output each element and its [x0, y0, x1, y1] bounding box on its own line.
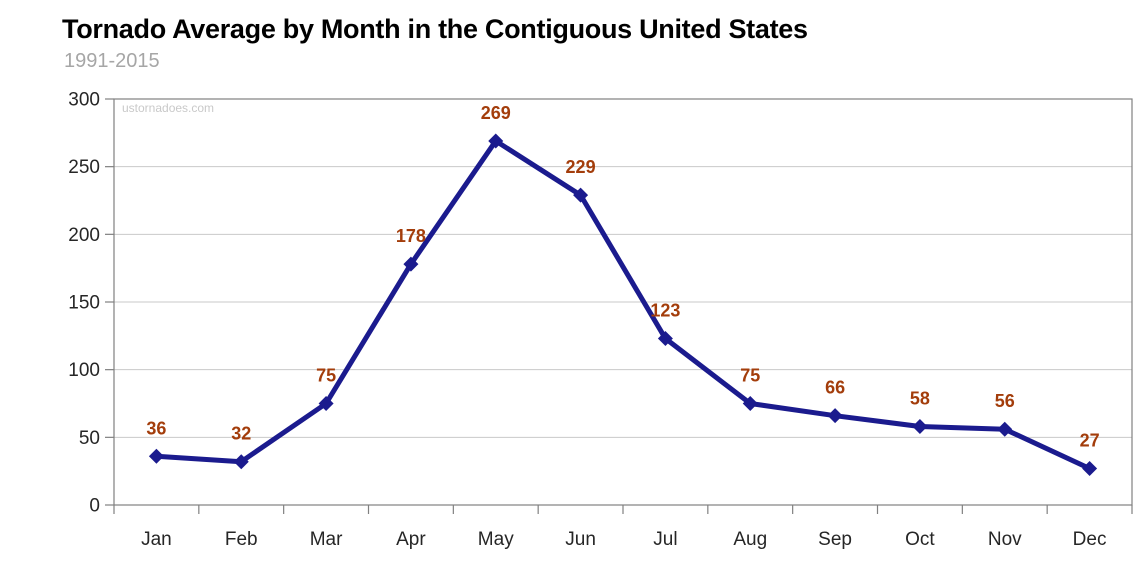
- x-tick-label-mar: Mar: [310, 529, 343, 550]
- y-tick-label-50: 50: [79, 428, 100, 449]
- x-tick-label-jul: Jul: [653, 529, 677, 550]
- data-point-marker-mar: [318, 396, 334, 411]
- data-point-label-nov: 56: [995, 391, 1015, 411]
- x-tick-label-nov: Nov: [988, 529, 1022, 550]
- x-tick-label-jan: Jan: [141, 529, 172, 550]
- x-tick-label-oct: Oct: [905, 529, 935, 550]
- data-point-label-aug: 75: [740, 366, 760, 386]
- chart-subtitle: 1991-2015: [64, 50, 160, 72]
- data-point-label-sep: 66: [825, 378, 845, 398]
- y-tick-label-250: 250: [68, 157, 100, 178]
- data-point-label-may: 269: [481, 103, 511, 123]
- watermark: ustornadoes.com: [122, 101, 214, 115]
- data-point-marker-jun: [573, 187, 589, 203]
- chart-title: Tornado Average by Month in the Contiguo…: [62, 14, 808, 44]
- x-tick-label-feb: Feb: [225, 529, 258, 550]
- data-point-label-jan: 36: [146, 418, 166, 438]
- data-point-marker-sep: [827, 408, 843, 424]
- data-point-marker-dec: [1082, 460, 1098, 476]
- data-point-marker-aug: [742, 396, 758, 411]
- data-point-label-jul: 123: [650, 301, 680, 321]
- x-tick-label-sep: Sep: [818, 529, 852, 550]
- data-point-marker-jan: [148, 448, 164, 464]
- data-point-label-dec: 27: [1080, 430, 1100, 450]
- data-point-label-mar: 75: [316, 366, 336, 386]
- x-tick-label-jun: Jun: [565, 529, 596, 550]
- data-point-marker-oct: [912, 419, 928, 435]
- x-tick-label-apr: Apr: [396, 529, 426, 550]
- data-point-marker-jul: [657, 331, 673, 347]
- y-tick-label-200: 200: [68, 225, 100, 246]
- data-point-label-apr: 178: [396, 226, 426, 246]
- data-point-label-oct: 58: [910, 389, 930, 409]
- data-point-marker-feb: [233, 454, 249, 470]
- series-line: [153, 138, 1093, 471]
- data-point-marker-apr: [403, 256, 419, 272]
- x-tick-label-aug: Aug: [733, 529, 767, 550]
- data-point-marker-may: [488, 133, 504, 149]
- x-tick-label-may: May: [478, 529, 514, 550]
- data-point-label-jun: 229: [566, 157, 596, 177]
- y-tick-label-300: 300: [68, 90, 100, 111]
- y-tick-label-0: 0: [89, 496, 100, 517]
- data-point-marker-nov: [997, 421, 1013, 437]
- y-tick-label-150: 150: [68, 293, 100, 314]
- data-point-label-feb: 32: [231, 424, 251, 444]
- y-tick-label-100: 100: [68, 360, 100, 381]
- x-tick-label-dec: Dec: [1073, 529, 1107, 550]
